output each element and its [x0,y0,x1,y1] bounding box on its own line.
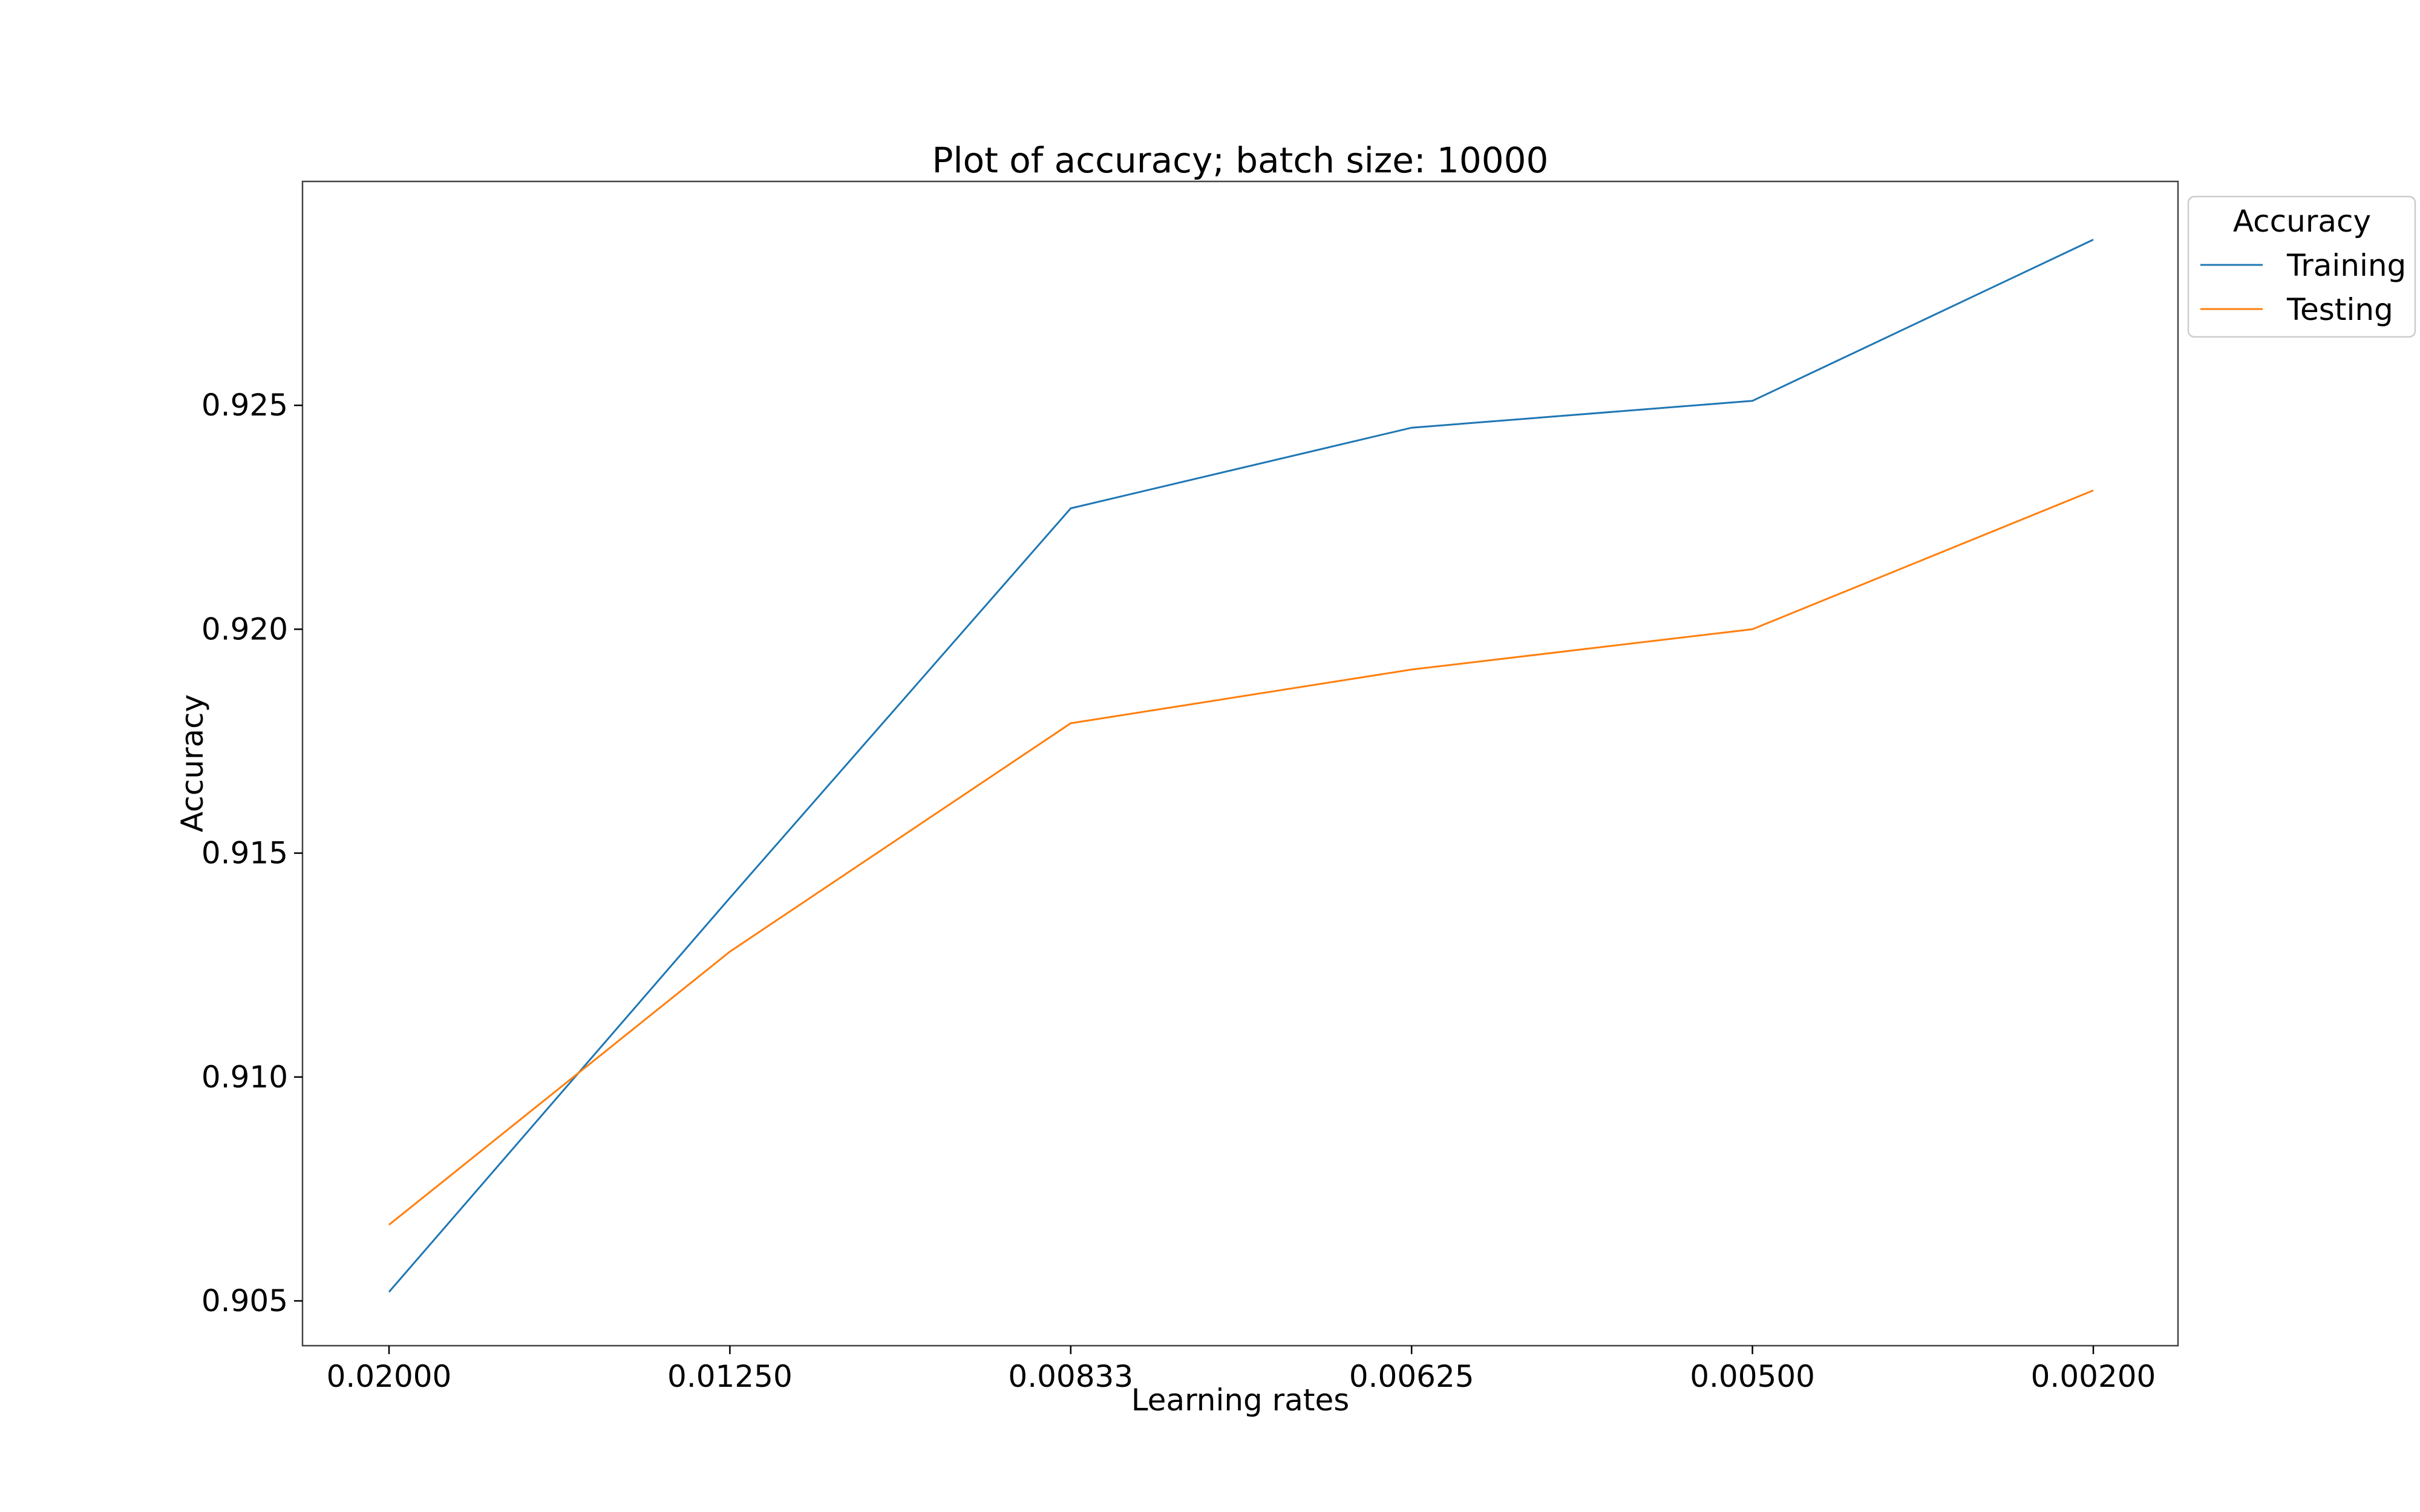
legend-title: Accuracy [2233,204,2371,239]
data-point-testing [1751,627,1754,631]
x-tick-label: 0.00500 [1690,1359,1815,1394]
y-tick-label: 0.915 [201,836,288,871]
legend-entries: Training Testing [2200,248,2406,327]
data-point-training [2091,238,2095,241]
plot-area-frame [301,180,2179,1347]
data-point-testing [728,950,731,953]
legend-box [2187,195,2416,338]
x-tick-label: 0.01250 [667,1359,793,1394]
data-point-testing [1410,668,1413,671]
data-point-training [387,1290,391,1294]
x-tick-label: 0.00625 [1349,1359,1474,1394]
y-tick-label: 0.920 [201,611,288,647]
data-point-testing [387,1223,391,1227]
data-point-testing [1069,722,1073,725]
x-tick-label: 0.00833 [1008,1359,1133,1394]
y-tick-label: 0.925 [201,388,288,423]
series-line-training [388,238,2094,1293]
legend-label-testing: Testing [2286,292,2393,327]
data-point-training [1751,399,1754,403]
series-lines [387,238,2095,1294]
chart-title: Plot of accuracy; batch size: 10000 [932,140,1549,181]
x-tick-label: 0.02000 [327,1359,452,1394]
series-line-testing [388,489,2094,1226]
x-axis-label: Learning rates [1131,1383,1350,1418]
data-point-training [1069,506,1073,510]
y-axis: 0.905 0.910 0.915 0.920 0.925 [201,388,302,1318]
data-point-training [1410,426,1413,429]
legend-label-training: Training [2286,248,2406,283]
legend: Accuracy Training Testing [2187,195,2416,338]
data-point-training [728,896,731,900]
data-point-testing [2091,489,2095,492]
y-axis-label: Accuracy [175,694,210,832]
x-tick-label: 0.00200 [2031,1359,2156,1394]
y-tick-label: 0.905 [201,1283,288,1318]
y-tick-label: 0.910 [201,1060,288,1095]
x-axis: 0.02000 0.01250 0.00833 0.00625 0.00500 0.002… [327,1346,2156,1394]
